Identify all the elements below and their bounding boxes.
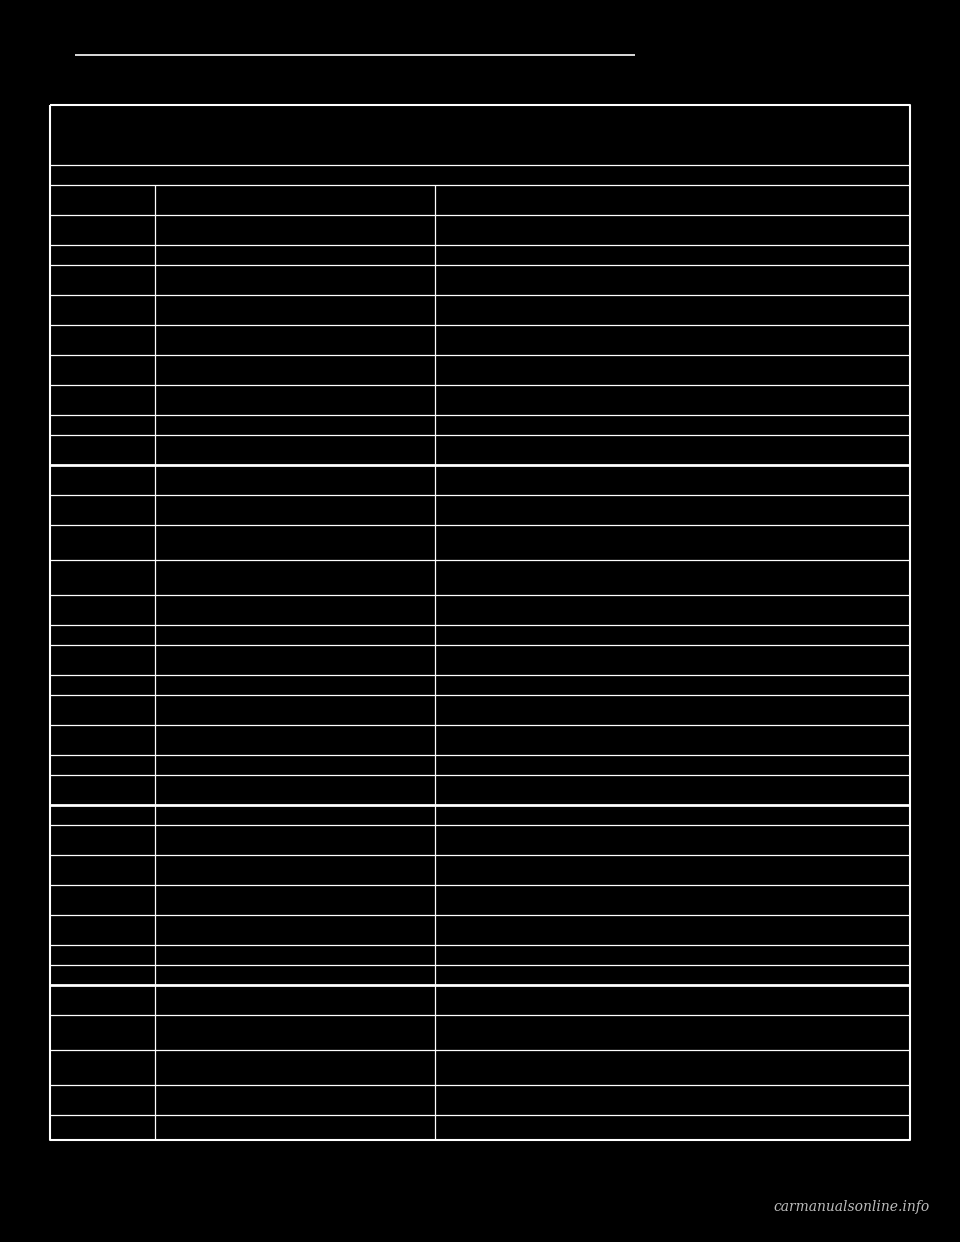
Text: carmanualsonline.info: carmanualsonline.info [774, 1200, 930, 1213]
